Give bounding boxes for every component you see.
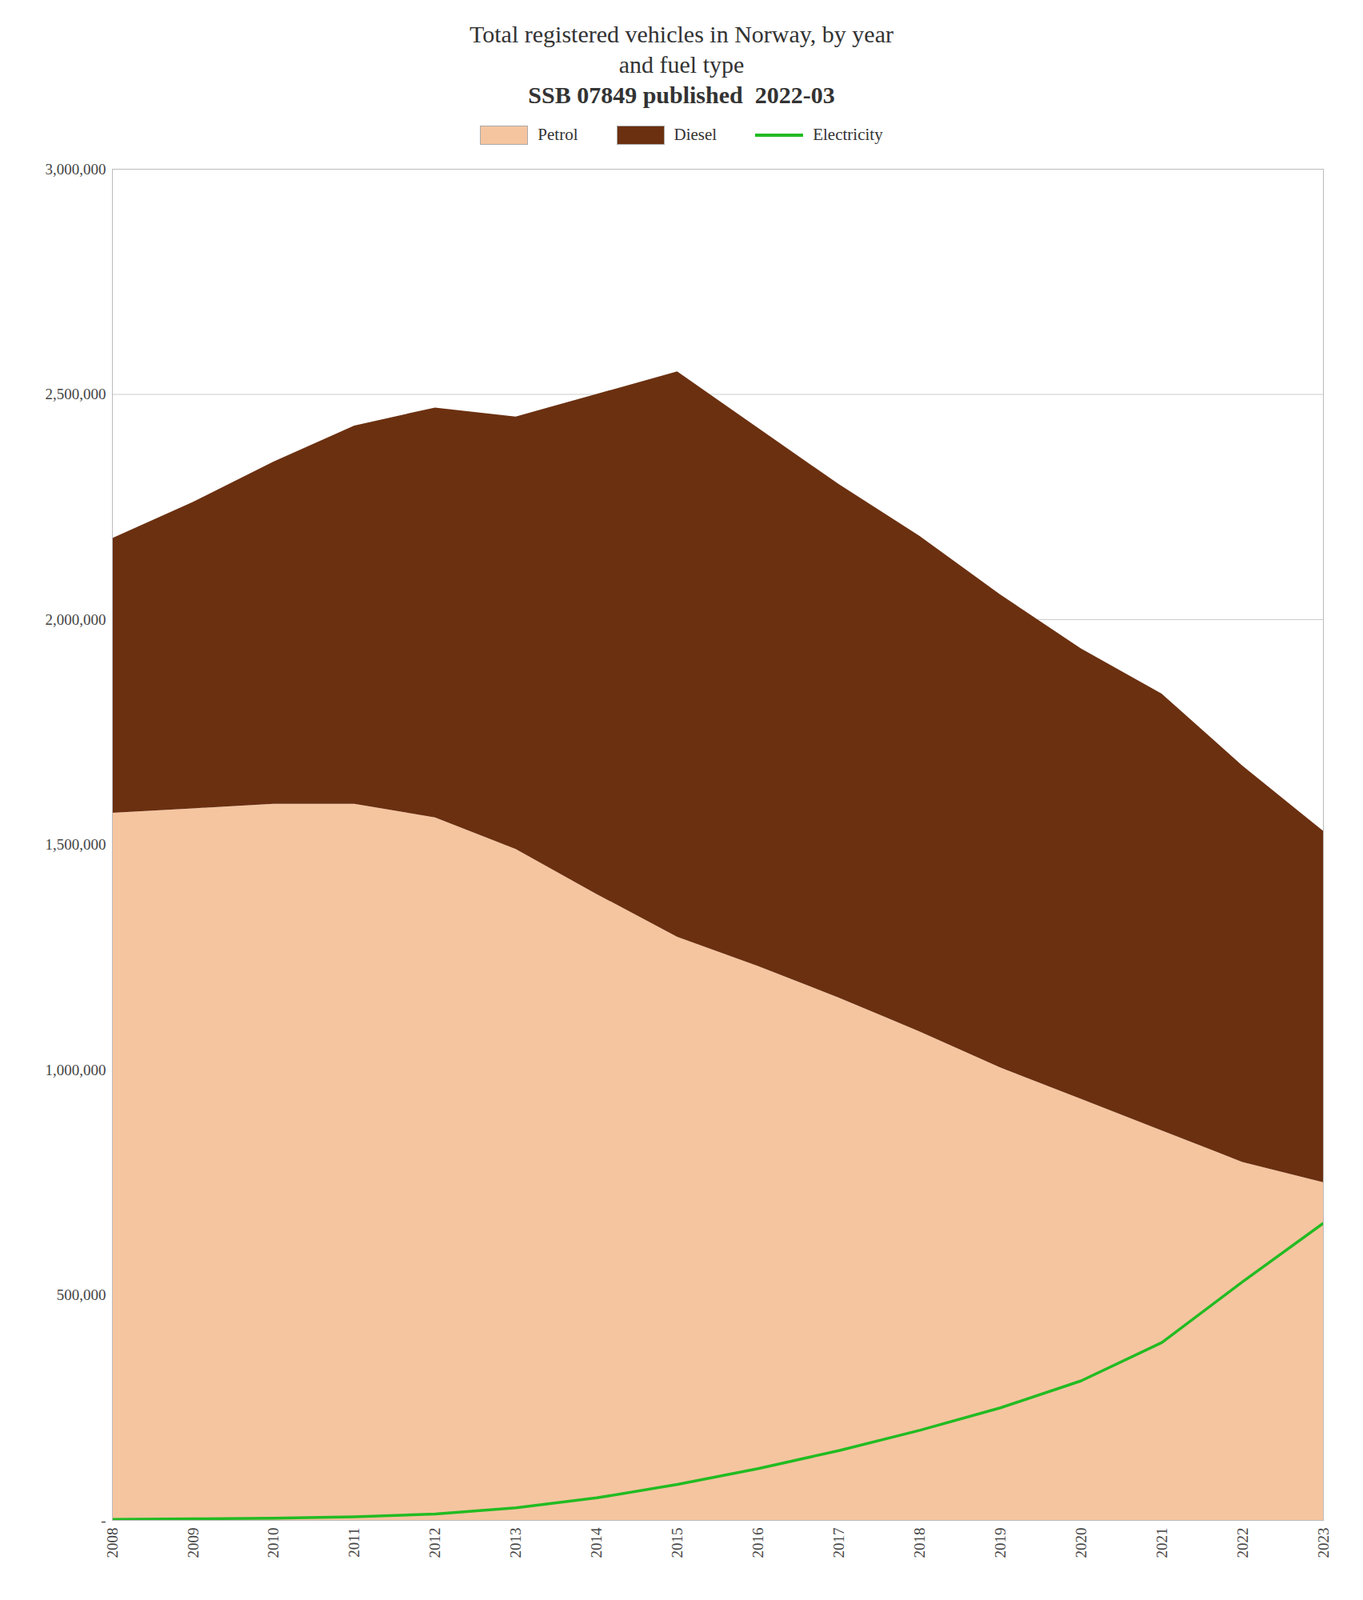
html-text:SSB 07849 published 2022-03: SSB 07849 published 2022-03 <box>528 81 835 108</box>
svg-text:2,500,000: 2,500,000 <box>45 385 107 403</box>
svg-text:2,000,000: 2,000,000 <box>45 611 107 628</box>
svg-text:2022: 2022 <box>1234 1527 1252 1559</box>
html-text:Diesel: Diesel <box>673 124 717 144</box>
svg-text:1,500,000: 1,500,000 <box>45 835 107 853</box>
svg-text:3,000,000: 3,000,000 <box>45 160 107 178</box>
svg-text:2021: 2021 <box>1153 1527 1171 1559</box>
html-text:Petrol: Petrol <box>537 124 578 144</box>
svg-text:2016: 2016 <box>749 1527 767 1559</box>
svg-text:-: - <box>100 1511 106 1529</box>
svg-text:2017: 2017 <box>830 1527 848 1559</box>
svg-text:2014: 2014 <box>587 1526 605 1559</box>
svg-text:2018: 2018 <box>911 1527 928 1559</box>
svg-text:2009: 2009 <box>184 1527 202 1559</box>
svg-text:2015: 2015 <box>668 1527 686 1559</box>
svg-text:2023: 2023 <box>1315 1527 1332 1559</box>
svg-text:2012: 2012 <box>426 1527 444 1559</box>
svg-text:500,000: 500,000 <box>56 1286 107 1304</box>
svg-text:2019: 2019 <box>991 1527 1009 1559</box>
svg-text:2020: 2020 <box>1072 1527 1090 1559</box>
svg-text:1,000,000: 1,000,000 <box>45 1061 107 1079</box>
svg-text:2011: 2011 <box>345 1527 363 1558</box>
html-text:Electricity: Electricity <box>812 124 883 144</box>
svg-text:2008: 2008 <box>103 1527 121 1559</box>
html-text:Total registered vehicles in N: Total registered vehicles in Norway, by … <box>469 20 894 78</box>
svg-text:2010: 2010 <box>264 1527 282 1559</box>
svg-text:2013: 2013 <box>507 1527 524 1559</box>
